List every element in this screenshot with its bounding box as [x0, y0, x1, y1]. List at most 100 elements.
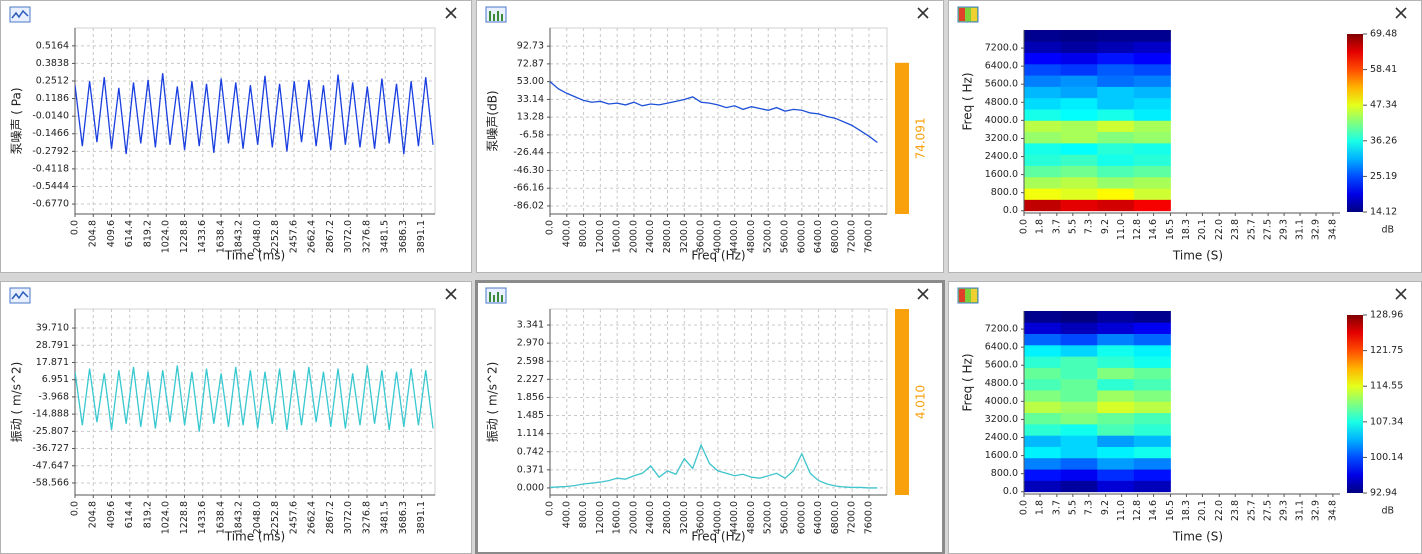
x-tick-label: 7600.0 — [863, 220, 874, 253]
y-axis-label: 振动 ( m/s^2) — [10, 362, 24, 443]
x-tick-label: 204.8 — [88, 501, 99, 528]
heatmap-cell — [1097, 311, 1134, 323]
y-tick-label: 2.598 — [517, 356, 544, 367]
x-tick-label: 0.0 — [545, 501, 556, 516]
y-tick-label: -58.566 — [32, 477, 69, 488]
heatmap-cell — [1061, 166, 1098, 178]
heatmap-cell — [1097, 424, 1134, 436]
heatmap-cell — [1097, 188, 1134, 200]
x-tick-label: 2457.6 — [288, 220, 299, 253]
heatmap-cell — [1097, 132, 1134, 144]
heatmap-cell — [1061, 188, 1098, 200]
y-tick-label: -0.1466 — [32, 128, 69, 139]
y-tick-label: 0.0 — [1003, 205, 1018, 216]
heatmap-cell — [1024, 413, 1061, 425]
x-tick-label: 400.0 — [561, 220, 572, 247]
heatmap-cell — [1097, 86, 1134, 98]
colorbar-tick-label: 107.34 — [1370, 416, 1403, 427]
heatmap-cell — [1024, 447, 1061, 459]
y-tick-label: 0.5164 — [36, 40, 69, 51]
y-tick-label: 72.87 — [517, 58, 544, 69]
x-tick-label: 3481.5 — [380, 220, 391, 253]
y-axis-label: 泵噪声(dB) — [486, 90, 500, 151]
x-tick-label: 0.0 — [70, 220, 81, 235]
heatmap-cell — [1097, 109, 1134, 121]
heatmap-cell — [1097, 154, 1134, 166]
y-tick-label: -46.30 — [513, 165, 544, 176]
colorbar-tick-label: 25.19 — [1370, 171, 1397, 182]
level-label: 4.010 — [914, 385, 928, 419]
heatmap-cell — [1024, 469, 1061, 481]
x-tick-label: 3686.3 — [398, 220, 409, 253]
x-tick-label: 32.9 — [1311, 500, 1322, 521]
heatmap-cell — [1097, 379, 1134, 391]
y-tick-label: 5600.0 — [985, 79, 1018, 90]
x-tick-label: 3686.3 — [398, 501, 409, 534]
heatmap-cell — [1134, 367, 1171, 379]
heatmap-cell — [1097, 143, 1134, 155]
x-tick-label: 614.4 — [124, 220, 135, 247]
x-tick-label: 6800.0 — [830, 220, 841, 253]
y-tick-label: 2400.0 — [985, 432, 1018, 443]
heatmap-cell — [1024, 75, 1061, 87]
colorbar-tick-label: 58.41 — [1370, 64, 1397, 75]
y-tick-label: -66.16 — [513, 183, 544, 194]
y-tick-label: 5600.0 — [985, 360, 1018, 371]
x-tick-label: 204.8 — [88, 220, 99, 247]
heatmap-cell — [1061, 458, 1098, 470]
x-tick-label: 819.2 — [142, 220, 153, 247]
heatmap-cell — [1024, 199, 1061, 211]
x-tick-label: 18.3 — [1181, 219, 1192, 240]
heatmap-cell — [1061, 75, 1098, 87]
colorbar — [1347, 34, 1363, 212]
y-tick-label: 33.14 — [517, 94, 544, 105]
x-tick-label: 1228.8 — [179, 220, 190, 253]
x-axis-label: Freq (Hz) — [691, 249, 745, 263]
x-tick-label: 18.3 — [1181, 500, 1192, 521]
heatmap-cell — [1024, 41, 1061, 53]
x-tick-label: 5.5 — [1067, 500, 1078, 515]
colorbar-label: dB — [1381, 225, 1394, 236]
heatmap-cell — [1097, 166, 1134, 178]
heatmap-cell — [1097, 345, 1134, 357]
y-tick-label: -0.2792 — [32, 146, 69, 157]
heatmap-cell — [1134, 64, 1171, 76]
heatmap-cell — [1097, 41, 1134, 53]
x-tick-label: 29.3 — [1279, 219, 1290, 240]
x-tick-label: 6000.0 — [796, 220, 807, 253]
x-tick-label: 819.2 — [142, 501, 153, 528]
x-tick-label: 5600.0 — [780, 501, 791, 534]
x-tick-label: 6800.0 — [830, 501, 841, 534]
x-tick-label: 14.6 — [1148, 500, 1159, 521]
heatmap-cell — [1134, 390, 1171, 402]
x-tick-label: 0.0 — [70, 501, 81, 516]
heatmap-cell — [1134, 199, 1171, 211]
x-tick-label: 5200.0 — [763, 501, 774, 534]
heatmap-cell — [1024, 30, 1061, 42]
x-tick-label: 1433.6 — [197, 501, 208, 534]
heatmap-cell — [1061, 177, 1098, 189]
heatmap-cell — [1061, 390, 1098, 402]
chart-panel: 0.01.83.75.57.39.211.012.814.616.518.320… — [949, 282, 1422, 554]
level-bar — [895, 63, 909, 214]
y-tick-label: 3.341 — [517, 320, 544, 331]
heatmap-cell — [1134, 435, 1171, 447]
heatmap-cell — [1097, 413, 1134, 425]
x-tick-label: 6400.0 — [813, 220, 824, 253]
x-tick-label: 1200.0 — [595, 220, 606, 253]
heatmap-cell — [1024, 424, 1061, 436]
y-tick-label: 28.791 — [36, 340, 69, 351]
y-tick-label: 0.3838 — [36, 58, 69, 69]
x-tick-label: 3200.0 — [679, 501, 690, 534]
heatmap-cell — [1061, 311, 1098, 323]
panel-icon — [958, 288, 978, 303]
heatmap-cell — [1134, 401, 1171, 413]
y-axis-label: 振动 ( m/s^2) — [486, 362, 500, 443]
heatmap-cell — [1134, 120, 1171, 132]
x-tick-label: 34.8 — [1327, 219, 1338, 240]
x-tick-label: 22.0 — [1214, 500, 1225, 521]
y-tick-label: -0.4118 — [32, 163, 69, 174]
x-tick-label: 34.8 — [1327, 500, 1338, 521]
x-tick-label: 1.8 — [1034, 219, 1045, 234]
heatmap-cell — [1097, 322, 1134, 334]
